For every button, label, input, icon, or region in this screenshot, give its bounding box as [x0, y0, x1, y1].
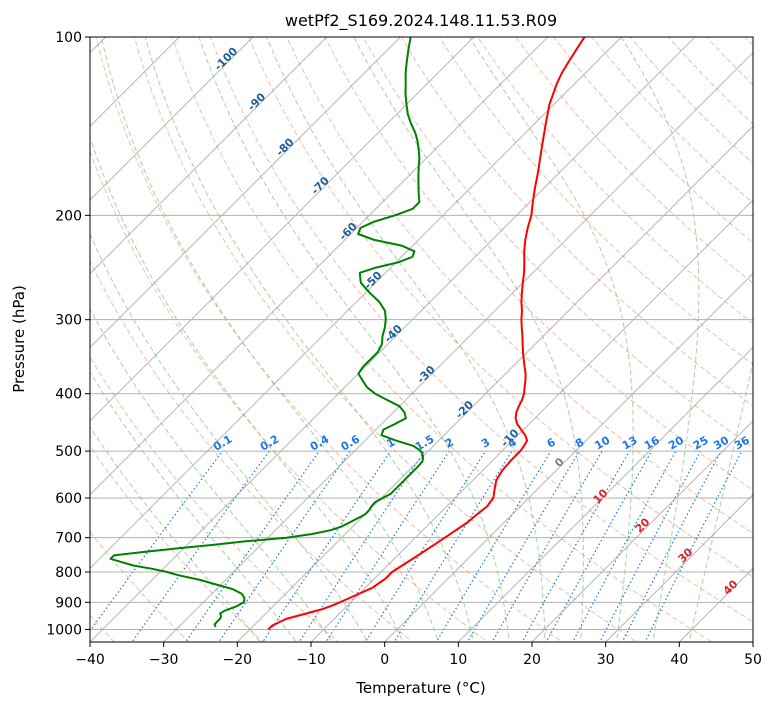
isotherm-line: [90, 37, 328, 275]
isotherms: [90, 37, 753, 642]
y-tick-label: 500: [55, 444, 82, 460]
x-tick-label: 10: [449, 652, 467, 668]
isotherm-line: [90, 37, 549, 496]
dry-adiabat-line: [171, 37, 713, 642]
moist-adiabat-line: [620, 37, 700, 642]
isotherm-line: [310, 199, 753, 642]
moist-adiabat-line: [266, 37, 546, 642]
y-tick-label: 700: [55, 531, 82, 547]
x-tick-label: −20: [223, 652, 253, 668]
y-tick-label: 100: [55, 30, 82, 46]
y-tick-label: 1000: [46, 622, 82, 638]
isotherm-line: [90, 37, 696, 642]
dewpoint-profile-line: [109, 37, 425, 628]
isotherm-line: [163, 52, 753, 642]
x-axis-title: Temperature (°C): [355, 679, 485, 697]
isotherm-line: [605, 494, 753, 642]
temperature-profile-line: [267, 37, 586, 631]
x-axis-ticks: −40 −30 −20 −10 0 10 20 30 40 50: [75, 642, 762, 668]
plot-area: [90, 37, 753, 642]
y-tick-label: 400: [55, 387, 82, 403]
dry-adiabat-line: [324, 37, 753, 491]
y-tick-label: 900: [55, 595, 82, 611]
isotherm-line: [457, 346, 753, 642]
y-tick-label: 200: [55, 208, 82, 224]
x-tick-label: 40: [670, 652, 688, 668]
y-tick-label: 800: [55, 565, 82, 581]
isotherm-line: [90, 37, 475, 422]
moist-adiabat-line: [144, 37, 475, 642]
plot-frame: [89, 36, 754, 643]
dry-adiabat-line: [400, 37, 753, 407]
dry-adiabat-line: [90, 531, 190, 642]
dry-adiabat-line: [438, 37, 753, 366]
isotherm-line: [236, 125, 753, 642]
isotherm-line: [384, 273, 753, 642]
isotherm-line: [90, 37, 254, 201]
isotherm-line: [90, 37, 622, 569]
moist-adiabat-line: [90, 232, 369, 642]
y-tick-label: 600: [55, 491, 82, 507]
isotherm-line: [531, 420, 753, 642]
x-tick-label: 50: [744, 652, 762, 668]
y-tick-label: 300: [55, 313, 82, 329]
profile-series: [109, 37, 586, 631]
x-tick-label: 0: [380, 652, 389, 668]
isotherm-line: [90, 37, 401, 348]
x-tick-label: −30: [149, 652, 179, 668]
y-axis-title: Pressure (hPa): [10, 285, 28, 393]
x-tick-label: 30: [597, 652, 615, 668]
y-axis-ticks: 100 200 300 400 500 600 700 800 900 1000: [46, 30, 90, 638]
x-tick-label: −40: [75, 652, 105, 668]
x-tick-label: −10: [296, 652, 326, 668]
chart-title: wetPf2_S169.2024.148.11.53.R09: [285, 11, 557, 31]
x-tick-label: 20: [523, 652, 541, 668]
